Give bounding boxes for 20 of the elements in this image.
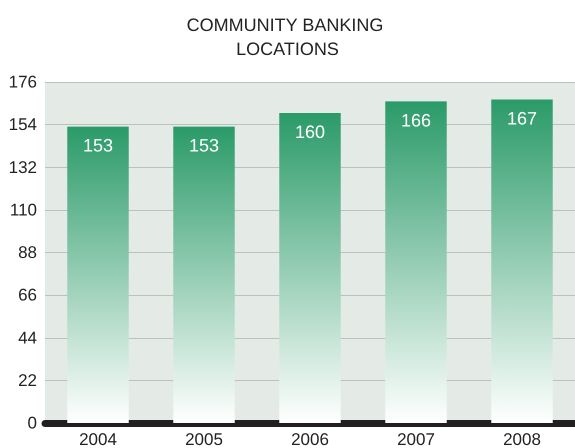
chart-title: COMMUNITY BANKING LOCATIONS <box>186 15 388 59</box>
y-tick-label: 44 <box>18 328 37 348</box>
x-tick-label: 2005 <box>185 430 223 448</box>
data-label: 167 <box>506 108 538 128</box>
x-tick-label: 2004 <box>79 430 117 448</box>
x-tick-label: 2006 <box>291 430 329 448</box>
y-tick-label: 66 <box>18 286 37 305</box>
x-tick-label: 2007 <box>397 430 435 448</box>
data-label: 153 <box>188 136 220 156</box>
y-tick-label: 88 <box>18 243 37 262</box>
y-tick-label: 110 <box>10 200 37 220</box>
y-tick-label: 154 <box>8 115 37 134</box>
y-tick-label: 0 <box>28 414 37 432</box>
data-label: 153 <box>82 136 114 156</box>
x-tick-label: 2008 <box>503 430 541 448</box>
y-tick-label: 176 <box>8 72 37 92</box>
y-tick-label: 22 <box>18 370 37 390</box>
y-tick-label: 132 <box>8 158 37 177</box>
data-label: 160 <box>294 122 326 142</box>
data-label: 166 <box>400 110 432 130</box>
